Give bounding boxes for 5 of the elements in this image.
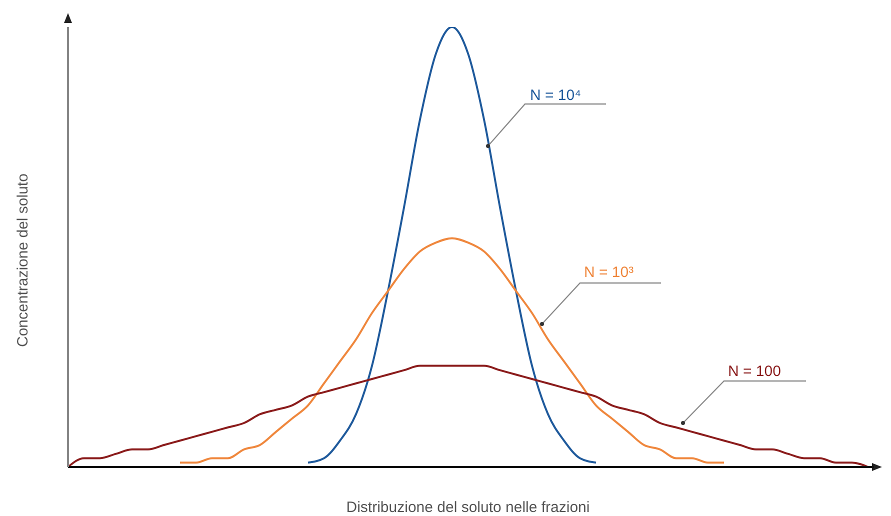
text: N = 10³ bbox=[584, 264, 634, 281]
text: N = 100 bbox=[728, 363, 781, 380]
x-axis-title: Distribuzione del soluto nelle frazioni bbox=[346, 499, 590, 516]
y-axis-title: Concentrazione del soluto bbox=[14, 174, 32, 347]
text: N = 10⁴ bbox=[530, 87, 582, 104]
